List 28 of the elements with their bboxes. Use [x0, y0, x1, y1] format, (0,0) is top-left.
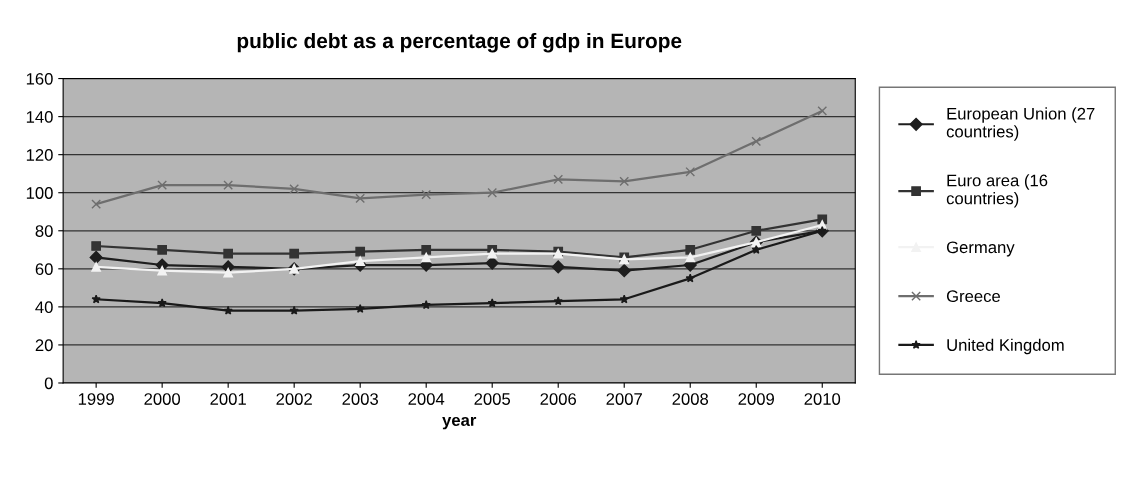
x-tick-label: 2003 [342, 393, 378, 405]
x-tick-label: 2002 [276, 393, 312, 405]
legend-label: Euro area (16 countries) [946, 174, 1048, 208]
x-tick-label: 2001 [210, 393, 246, 405]
y-tick-label: 120 [26, 149, 53, 161]
x-tick-label: 2006 [540, 393, 577, 405]
x-tick-label: 2007 [606, 393, 642, 405]
legend-label: Greece [946, 290, 1001, 303]
y-tick-label: 160 [26, 72, 53, 85]
y-tick-label: 100 [26, 187, 53, 199]
y-tick-label: 80 [35, 225, 53, 237]
x-tick-label: 2004 [408, 393, 445, 405]
x-tick-label: 2000 [144, 393, 181, 405]
x-axis-title: year [442, 416, 477, 430]
y-tick-label: 0 [44, 377, 53, 390]
x-tick-label: 2005 [474, 393, 511, 405]
chart-title: public debt as a percentage of gdp in Europe [237, 32, 682, 53]
x-tick-label: 1999 [78, 393, 114, 405]
x-tick-label: 2008 [672, 393, 709, 405]
legend-label: United Kingdom [947, 338, 1064, 355]
y-tick-label: 140 [26, 111, 53, 123]
x-tick-label: 2009 [738, 393, 774, 405]
legend-label: Germany [946, 241, 1015, 257]
legend-label: European Union (27 countries) [946, 107, 1095, 141]
y-tick-label: 60 [35, 263, 53, 276]
x-tick-label: 2010 [804, 393, 841, 405]
y-tick-label: 40 [35, 301, 53, 314]
y-tick-label: 20 [35, 339, 53, 352]
